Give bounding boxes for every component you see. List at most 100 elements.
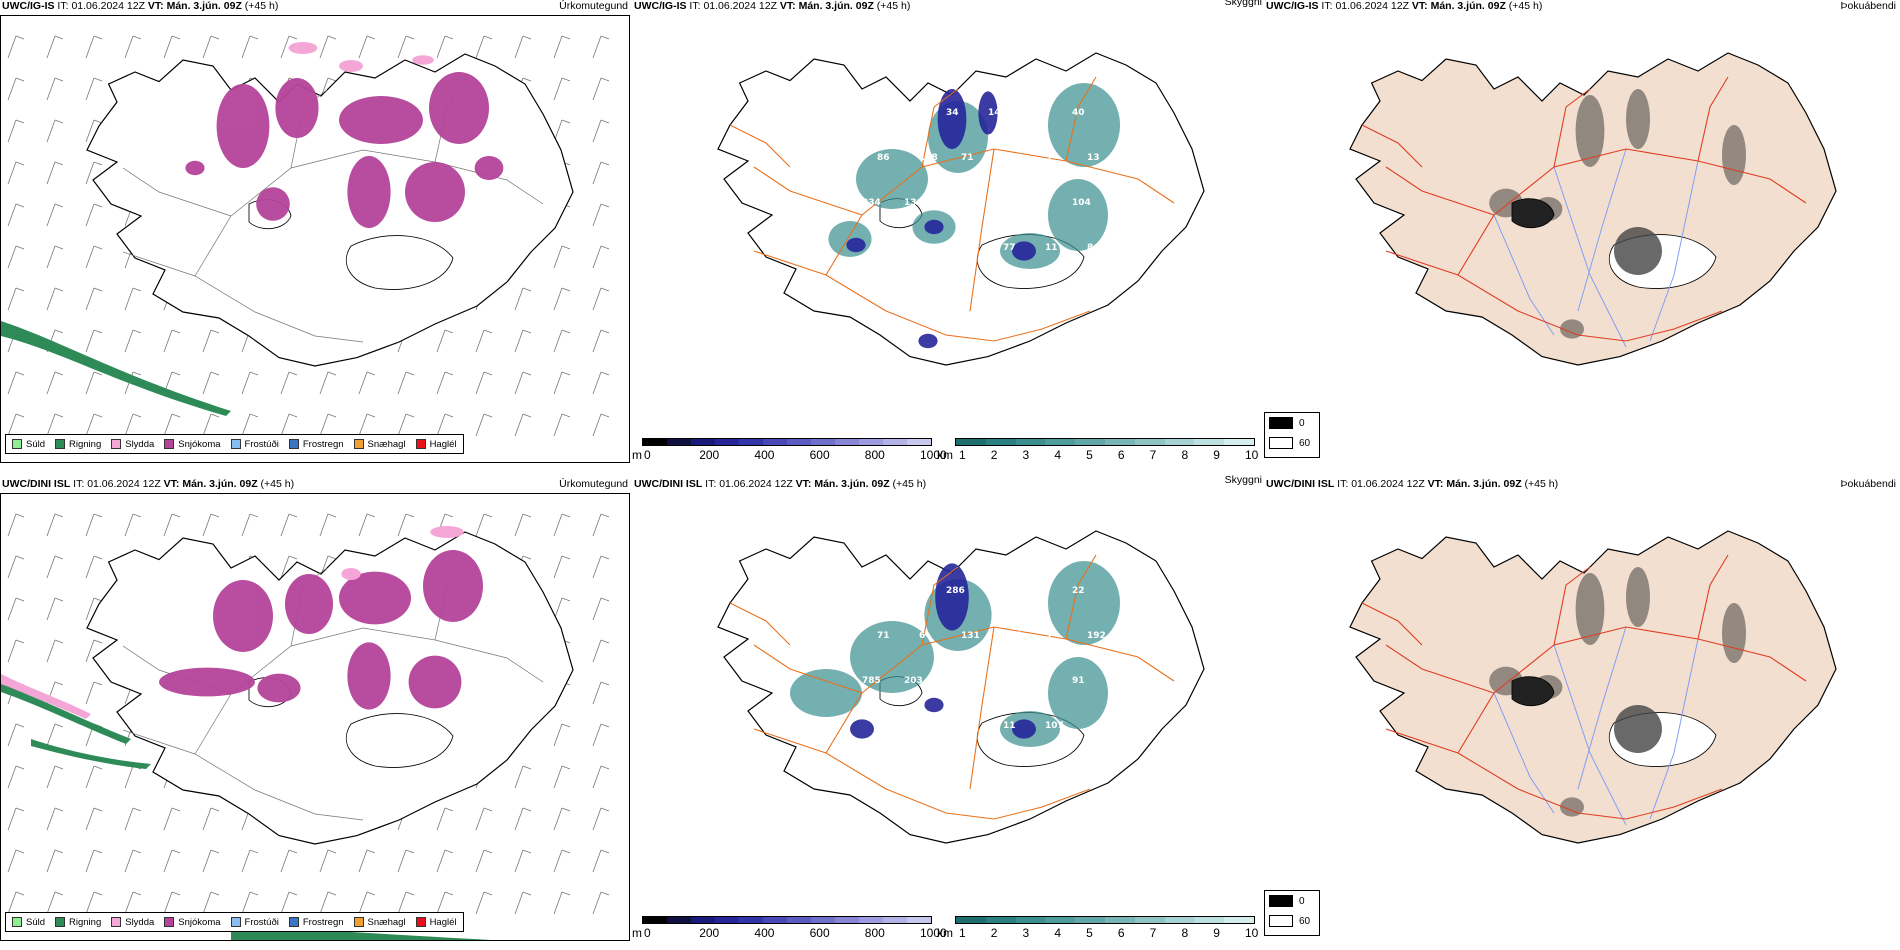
legend-label: Frostregn bbox=[302, 438, 344, 450]
legend-swatch bbox=[55, 439, 66, 449]
visibility-colorbar-km: km 1 2 3 4 5 6 7 8 9 10 bbox=[937, 916, 1258, 944]
visibility-value-label: 234 bbox=[1003, 153, 1022, 163]
colorbar-segment bbox=[763, 439, 787, 445]
legend-label: Frostúði bbox=[244, 916, 279, 928]
wind-barb bbox=[46, 245, 64, 269]
colorbar-segment bbox=[739, 917, 763, 923]
colorbar-tick-label: 800 bbox=[864, 448, 885, 462]
fog-legend-label: 0 bbox=[1299, 895, 1305, 907]
legend-item: Snæhagl bbox=[353, 917, 406, 928]
legend-item: Snjókoma bbox=[164, 439, 221, 450]
visibility-value-label: 127 bbox=[988, 676, 1007, 686]
visibility-value-label: 34 bbox=[946, 108, 959, 118]
visibility-map: 59 124 286 192 115 22 71 6 131 665 3 192 785 203 124 12… bbox=[717, 530, 1205, 844]
colorbar-tick-label: 200 bbox=[699, 448, 720, 462]
visibility-value-label: 56 bbox=[862, 108, 875, 118]
colorbar-tick-label: 1 bbox=[959, 448, 966, 462]
legend-swatch bbox=[415, 917, 426, 927]
legend-item: Rigning bbox=[55, 439, 101, 450]
wind-barb bbox=[46, 849, 64, 873]
wind-barb bbox=[592, 203, 610, 227]
wind-barb bbox=[85, 203, 103, 227]
legend-label: Rigning bbox=[69, 916, 102, 928]
wind-barb bbox=[553, 513, 571, 537]
legend-item: Haglél bbox=[415, 438, 457, 450]
wind-barb bbox=[163, 807, 181, 831]
wind-barb bbox=[475, 329, 493, 353]
visibility-value-label: 99 bbox=[1030, 288, 1043, 298]
wind-barb bbox=[7, 77, 25, 101]
wind-barb bbox=[514, 513, 532, 537]
visibility-value-label: 3 bbox=[1045, 631, 1051, 641]
wind-barb bbox=[436, 35, 454, 59]
wind-barb bbox=[85, 77, 103, 101]
wind-barb bbox=[85, 161, 103, 185]
colorbar-segment bbox=[1075, 439, 1105, 445]
wind-barb bbox=[553, 891, 571, 915]
wind-barb bbox=[46, 765, 64, 789]
wind-barb bbox=[7, 597, 25, 621]
colorbar-segment bbox=[643, 439, 667, 445]
colorbar-tick-label: 8 bbox=[1181, 926, 1189, 940]
legend-label: Súld bbox=[26, 438, 46, 450]
fog-legend-item: 0 bbox=[1269, 417, 1305, 429]
wind-barb bbox=[46, 413, 64, 437]
visibility-value-label: 86 bbox=[877, 153, 890, 163]
visibility-value-label: 291 bbox=[919, 721, 938, 731]
wind-barb bbox=[436, 807, 454, 831]
fog-legend-swatch bbox=[1269, 915, 1293, 927]
wind-barb bbox=[7, 891, 25, 915]
wind-barb bbox=[85, 597, 103, 621]
wind-barb bbox=[7, 161, 25, 185]
wind-barb bbox=[514, 807, 532, 831]
wind-barb bbox=[7, 765, 25, 789]
wind-barb bbox=[85, 245, 103, 269]
colorbar-segment bbox=[1134, 439, 1165, 445]
colorbar-tick-label: 3 bbox=[1022, 448, 1030, 462]
wind-barb bbox=[202, 891, 220, 915]
wind-barb bbox=[592, 329, 610, 353]
wind-barb bbox=[124, 35, 142, 59]
wind-barb bbox=[280, 35, 298, 59]
visibility-value-label: 71 bbox=[961, 153, 974, 163]
colorbar-km-bar bbox=[955, 438, 1255, 446]
visibility-value-label: 95 bbox=[961, 243, 974, 253]
wind-barb bbox=[592, 681, 610, 705]
colorbar-segment bbox=[883, 439, 907, 445]
colorbar-segment bbox=[667, 439, 691, 445]
colorbar-segment bbox=[739, 439, 763, 445]
visibility-values: 59 124 286 192 115 22 71 6 131 665 3 192 785 203 124 12… bbox=[862, 586, 1106, 731]
visibility-value-label: 96 bbox=[919, 243, 932, 253]
wind-barb bbox=[7, 513, 25, 537]
wind-barb bbox=[85, 765, 103, 789]
visibility-value-label: 57 bbox=[988, 288, 1001, 298]
colorbar-segment bbox=[859, 917, 883, 923]
visibility-value-label: 3 bbox=[1072, 288, 1078, 298]
wind-barb bbox=[85, 891, 103, 915]
colorbar-segment bbox=[1164, 917, 1195, 923]
visibility-value-label: 71 bbox=[877, 631, 890, 641]
visibility-panel: UWC/DINI ISL IT: 01.06.2024 12Z VT: Mán.… bbox=[632, 474, 1262, 950]
wind-barb bbox=[85, 681, 103, 705]
wind-barb bbox=[7, 203, 25, 227]
wind-barb bbox=[202, 513, 220, 537]
wind-barb bbox=[592, 765, 610, 789]
wind-barb bbox=[592, 371, 610, 395]
colorbar-m-bar bbox=[642, 438, 932, 446]
wind-barb bbox=[85, 371, 103, 395]
legend-swatch bbox=[288, 439, 299, 449]
colorbar-tick-label: 3 bbox=[1022, 926, 1030, 940]
colorbar-segment bbox=[835, 917, 859, 923]
colorbar-segment bbox=[985, 917, 1016, 923]
wind-barb bbox=[553, 371, 571, 395]
wind-barb bbox=[46, 807, 64, 831]
visibility-value-label: 40 bbox=[1072, 108, 1085, 118]
legend-label: Frostregn bbox=[302, 916, 344, 928]
colorbar-segment bbox=[1224, 917, 1254, 923]
wind-barb bbox=[241, 413, 259, 437]
wind-barb bbox=[46, 597, 64, 621]
legend-label: Haglél bbox=[429, 438, 457, 450]
wind-barb bbox=[592, 597, 610, 621]
fog-legend-label: 0 bbox=[1299, 417, 1305, 429]
